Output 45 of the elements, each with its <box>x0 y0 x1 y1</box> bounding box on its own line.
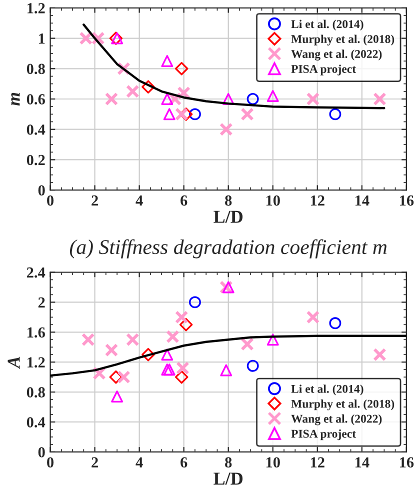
x-tick-label: 4 <box>136 195 143 206</box>
x-tick-label: 12 <box>310 457 324 468</box>
x-tick-label: 0 <box>47 195 54 206</box>
x-tick-label: 8 <box>225 195 232 206</box>
y-tick-label: 1 <box>39 33 45 44</box>
legend-label: Li et al. (2014) <box>291 384 364 396</box>
y-axis-title: m <box>11 92 20 106</box>
y-tick-label: 1.2 <box>28 3 45 14</box>
x-tick-label: 12 <box>310 195 324 206</box>
legend-label: Wang et al. (2022) <box>291 50 382 60</box>
y-tick-label: 0 <box>38 447 45 458</box>
x-tick-label: 6 <box>180 457 188 468</box>
x-axis-title: L/D <box>214 472 243 485</box>
x-tick-label: 2 <box>92 457 98 468</box>
x-tick-label: 10 <box>266 457 280 468</box>
x-axis-title: L/D <box>214 210 243 223</box>
x-tick-label: 10 <box>266 195 280 206</box>
text: (a) Stiffness degradation coefficient m <box>70 239 387 258</box>
x-tick-label: 16 <box>400 457 414 468</box>
legend-label: Murphy et al. (2018) <box>291 399 394 410</box>
y-tick-label: 2 <box>38 297 45 308</box>
x-tick-label: 14 <box>355 195 370 206</box>
x-tick-label: 8 <box>225 457 232 468</box>
legend-label: Wang et al. (2022) <box>291 414 382 426</box>
x-tick-label: 4 <box>136 457 143 468</box>
y-tick-label: 0.4 <box>26 417 46 428</box>
y-tick-label: 0.2 <box>26 154 45 166</box>
y-tick-label: 0 <box>38 185 45 196</box>
y-tick-label: 0.4 <box>26 124 46 135</box>
y-axis-title: A <box>8 356 20 370</box>
x-tick-label: 2 <box>92 195 98 206</box>
legend-label: Murphy et al. (2018) <box>291 34 394 46</box>
x-tick-label: 16 <box>400 195 414 206</box>
y-tick-label: 0.8 <box>26 387 45 398</box>
legend-label: Li et al. (2014) <box>291 20 364 31</box>
x-tick-label: 6 <box>180 195 188 206</box>
x-tick-label: 0 <box>47 457 54 468</box>
legend-label: PISA project <box>291 64 356 76</box>
y-tick-label: 0.8 <box>26 64 45 74</box>
y-tick-label: 1.6 <box>28 327 45 338</box>
y-tick-label: 2.4 <box>26 267 46 278</box>
legend-label: PISA project <box>291 429 356 440</box>
y-tick-label: 0.6 <box>26 94 45 105</box>
x-tick-label: 14 <box>355 457 370 468</box>
y-tick-label: 1.2 <box>28 357 45 368</box>
